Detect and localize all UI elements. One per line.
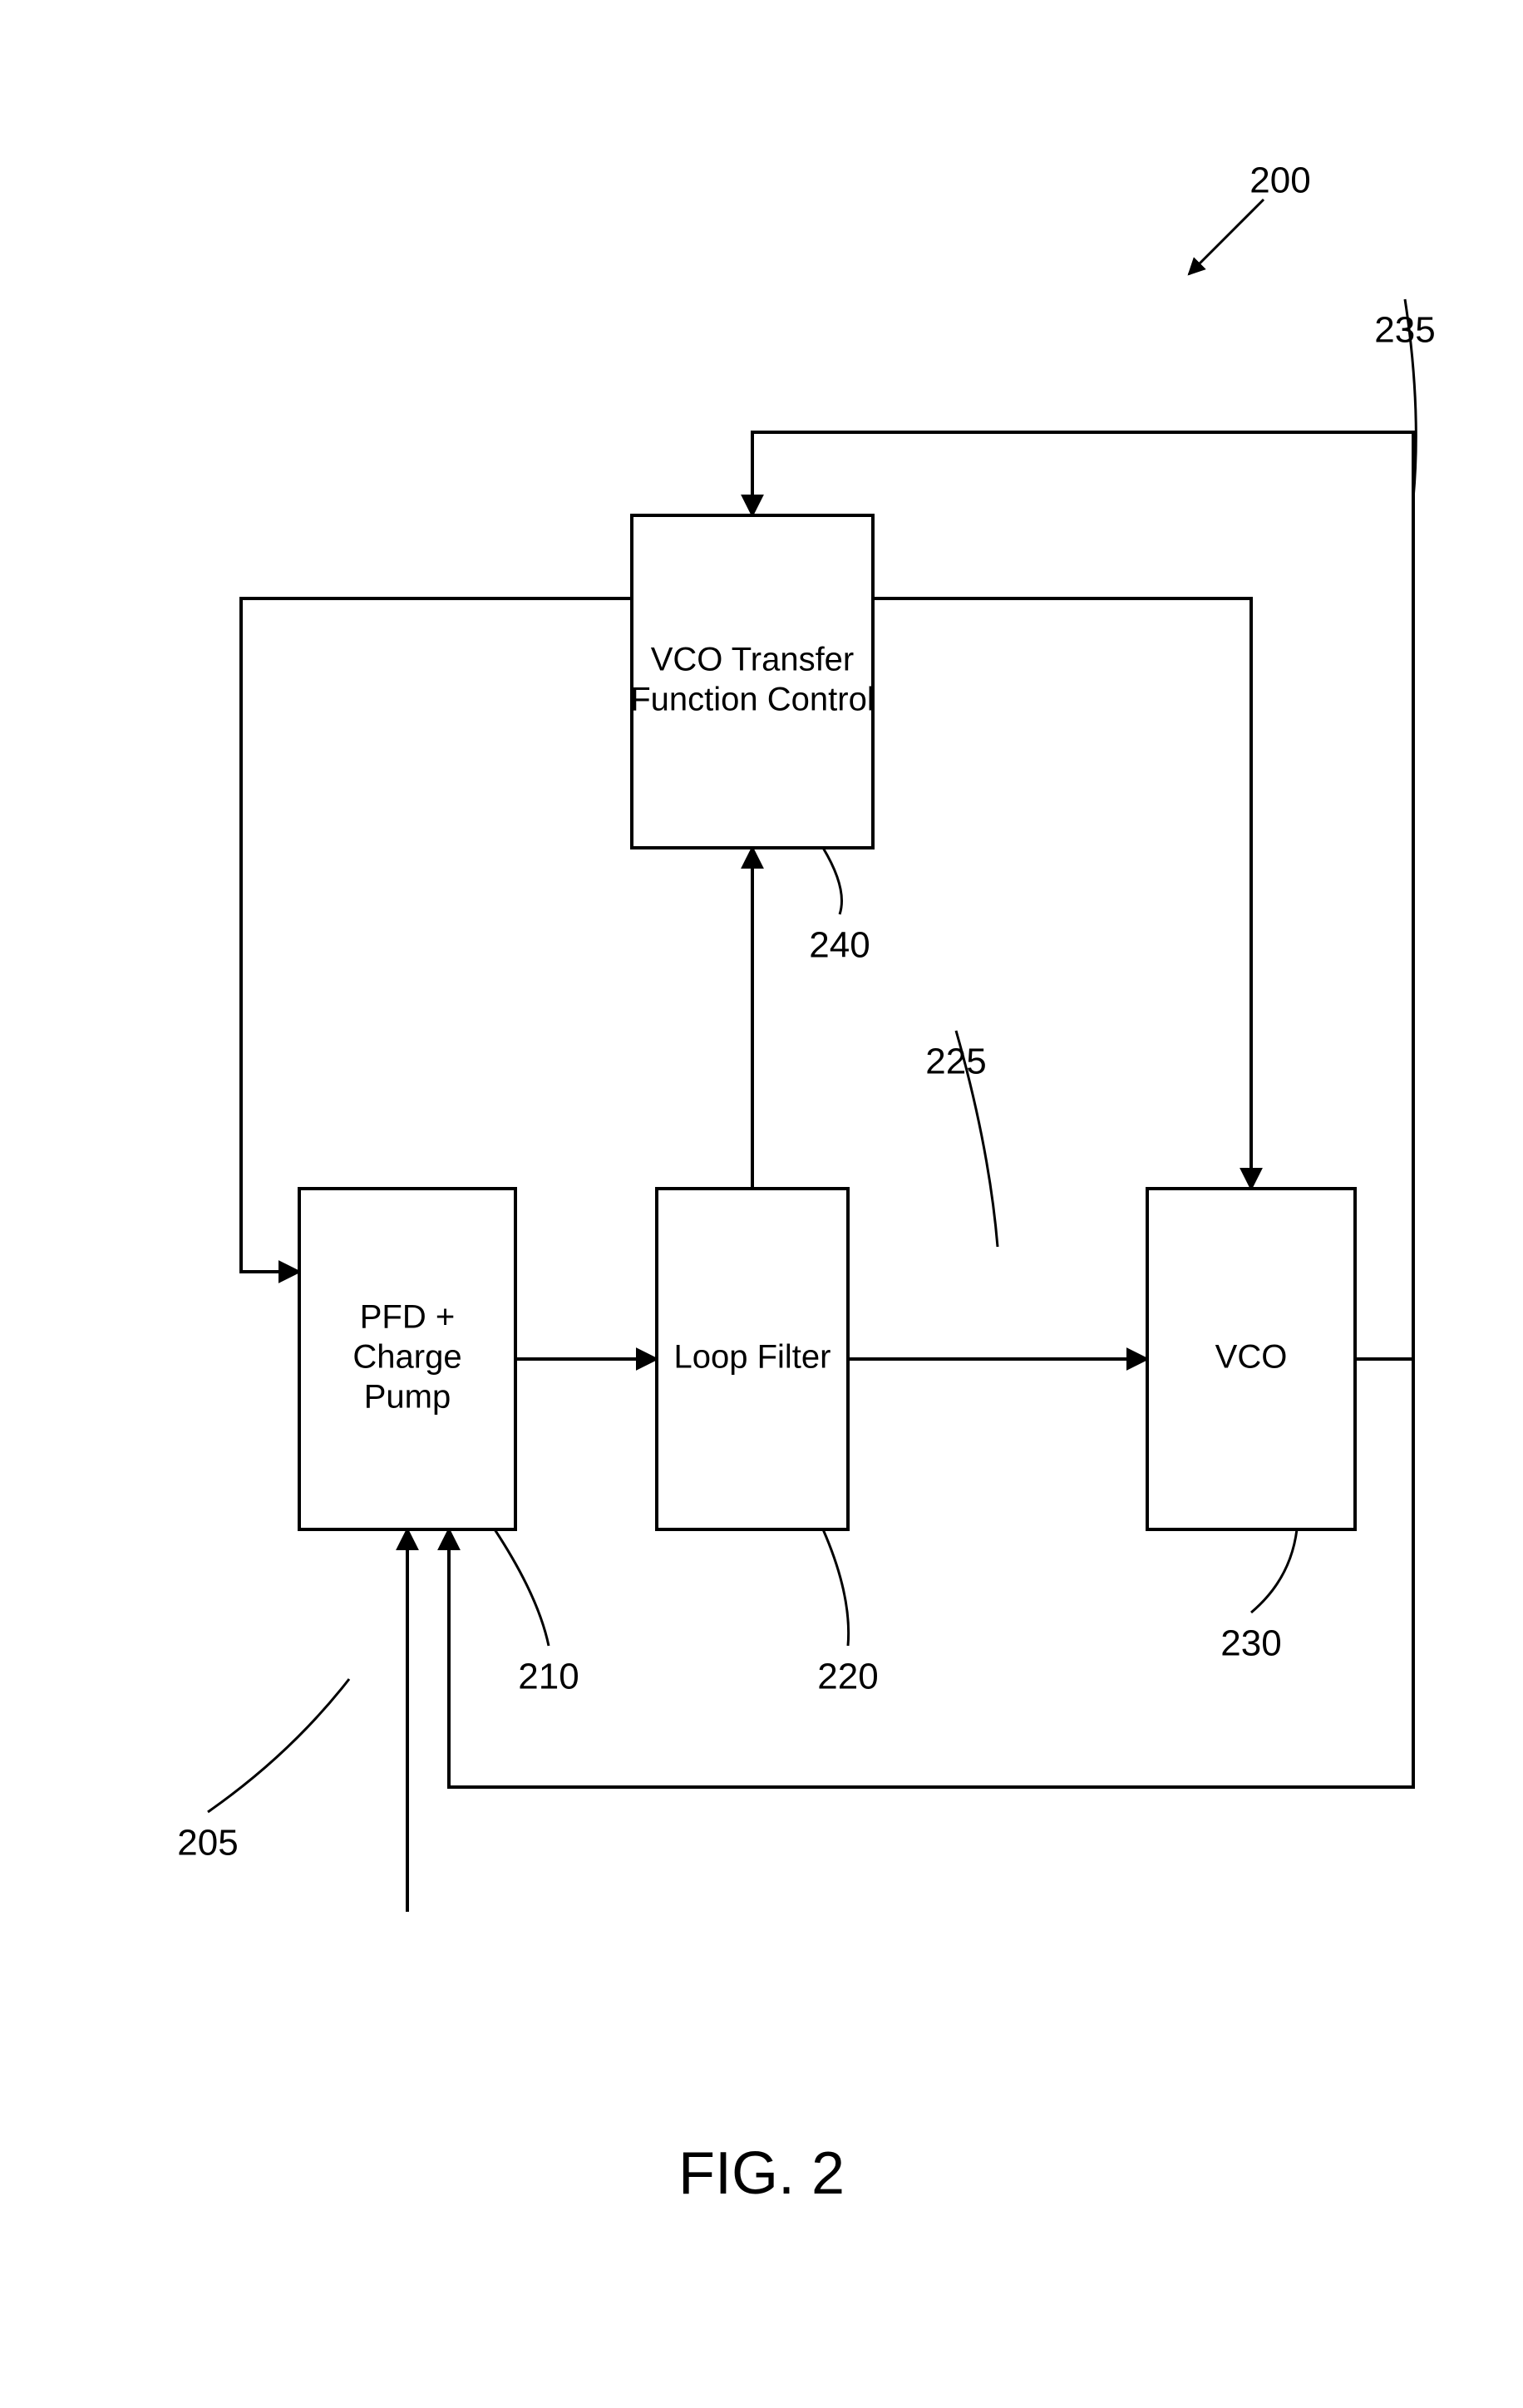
block-vco-label-0: VCO (1215, 1339, 1288, 1376)
leader-system (1189, 199, 1264, 274)
ref-tfc: 240 (809, 925, 870, 966)
ref-sig-225: 225 (925, 1041, 986, 1082)
wire-tfc_to_vco (873, 598, 1251, 1189)
block-lf-label-0: Loop Filter (674, 1339, 831, 1376)
wire-tfc_to_pfd (241, 598, 632, 1272)
leader-lf (823, 1529, 849, 1646)
block-pfd-label-1: Charge (352, 1339, 461, 1376)
block-diagram: PFD +ChargePump 210 Loop Filter 220 VCO 230 VC… (0, 0, 1523, 2408)
leader-sig-205 (208, 1679, 349, 1812)
block-tfc-label-1: Function Control (630, 682, 874, 718)
ref-sig-235: 235 (1374, 310, 1435, 351)
leader-tfc (823, 848, 842, 914)
ref-system: 200 (1249, 160, 1310, 201)
leader-pfd (495, 1529, 549, 1646)
ref-vco: 230 (1220, 1623, 1281, 1664)
ref-lf: 220 (817, 1657, 878, 1697)
block-pfd-label-2: Pump (364, 1379, 451, 1416)
leader-vco (1251, 1529, 1297, 1613)
ref-sig-205: 205 (177, 1823, 238, 1864)
block-pfd-label-0: PFD + (360, 1299, 455, 1336)
ref-pfd: 210 (518, 1657, 579, 1697)
block-tfc-label-0: VCO Transfer (651, 642, 855, 678)
figure-label: FIG. 2 (678, 2140, 845, 2207)
